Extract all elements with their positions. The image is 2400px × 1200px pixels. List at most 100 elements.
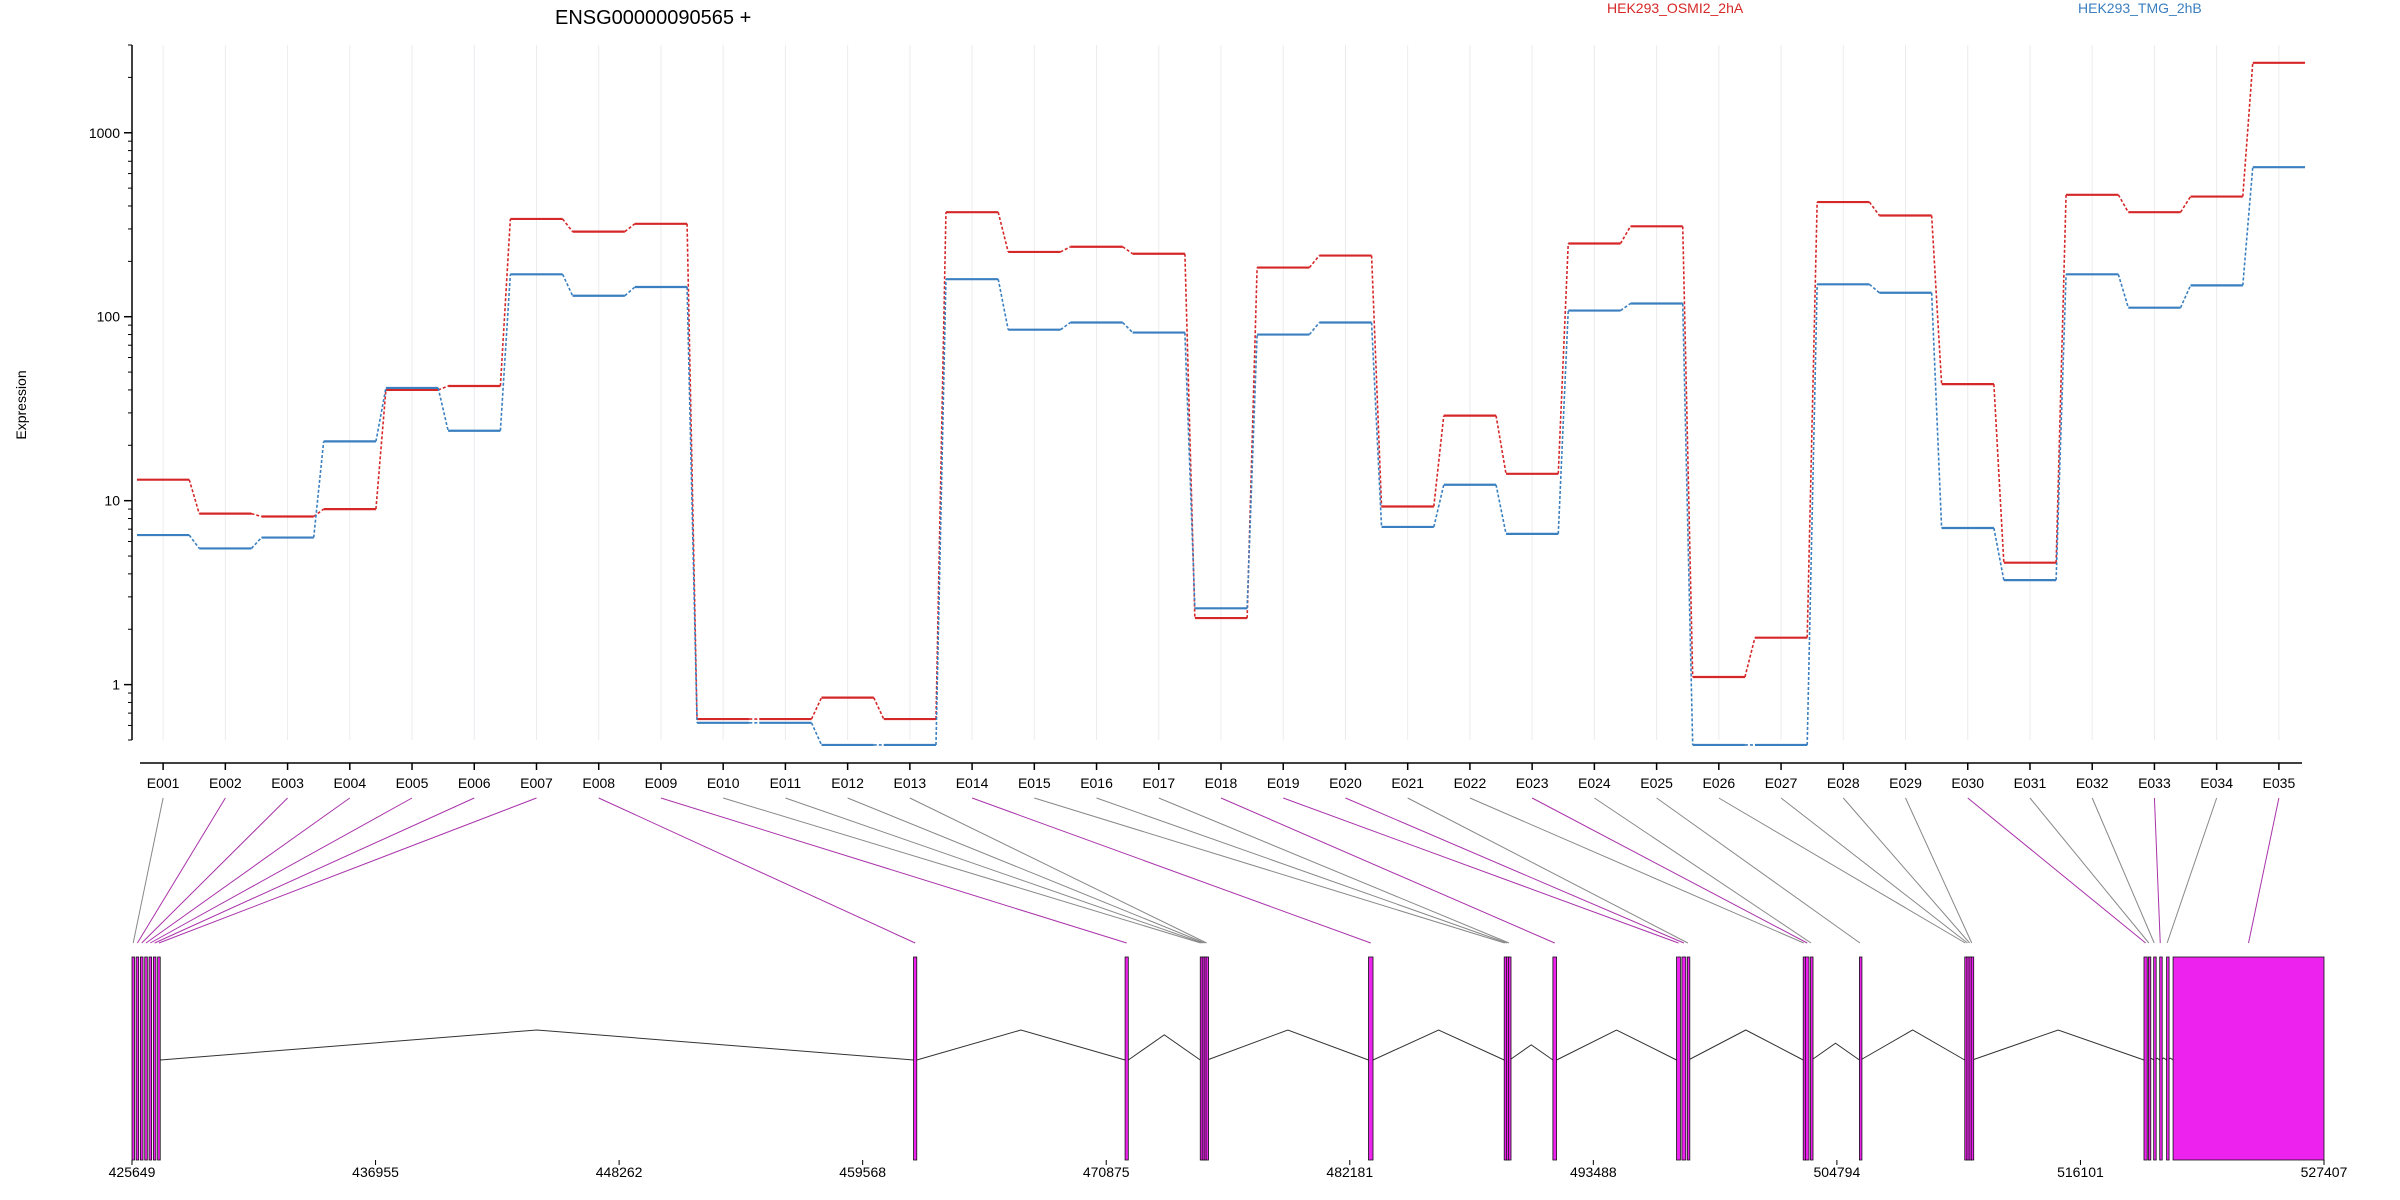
series-2-connector (1930, 292, 1943, 529)
intron-line (1509, 1044, 1554, 1061)
exon-box (1970, 956, 1975, 1161)
series-1-connector (1619, 225, 1632, 244)
series-2-connector (2117, 274, 2130, 308)
series-1-connector (1122, 246, 1134, 255)
exon-box (1368, 956, 1374, 1161)
x-tick-label: E010 (707, 775, 740, 791)
x-tick-label: E001 (147, 775, 180, 791)
exon-connector (1407, 797, 1689, 944)
series-2-connector (997, 279, 1009, 330)
intron-line (1556, 1029, 1677, 1061)
exon-connector (132, 797, 164, 944)
x-tick-label: E020 (1329, 775, 1362, 791)
exon-connector (971, 797, 1371, 944)
series-2-connector (250, 537, 263, 549)
intron-line (1206, 1029, 1369, 1061)
genomic-tick-label: 516101 (2057, 1164, 2104, 1180)
exon-connector (1718, 797, 1966, 944)
exon-connector (2029, 797, 2150, 944)
x-tick-label: E027 (1765, 775, 1798, 791)
intron-line (916, 1029, 1126, 1061)
x-tick-label: E004 (333, 775, 366, 791)
exon-connector (1842, 797, 1970, 944)
series-2-connector (1993, 527, 2005, 581)
intron-line (1372, 1029, 1505, 1061)
x-tick-label: E017 (1142, 775, 1175, 791)
x-tick-label: E016 (1080, 775, 1113, 791)
series-1-connector (1681, 226, 1694, 678)
series-1-connector (2117, 194, 2129, 213)
x-tick-label: E026 (1702, 775, 1735, 791)
exon-box (140, 956, 144, 1161)
genomic-tick-label: 527407 (2301, 1164, 2348, 1180)
intron-line (1860, 1029, 1966, 1061)
x-tick-label: E012 (831, 775, 864, 791)
series-2-connector (686, 287, 698, 723)
exon-box (2159, 956, 2163, 1161)
exon-connector (136, 797, 226, 944)
series-2-connector (1246, 334, 1258, 609)
exon-connector (1283, 797, 1679, 944)
exon-box (1681, 956, 1687, 1161)
series-1-connector (1495, 415, 1507, 474)
x-tick-label: E018 (1205, 775, 1238, 791)
series-1-connector (1060, 246, 1071, 253)
series-2 (136, 166, 2306, 747)
exon-box (2143, 956, 2148, 1161)
series-2-connector (2055, 274, 2067, 581)
genomic-coordinate-axis: 425649 436955 448262 459568 470875 482181 4934… (109, 1160, 2348, 1180)
intron-line (1128, 1034, 1201, 1061)
series-1-connector (810, 697, 823, 720)
series-2-connector (1681, 303, 1694, 745)
series-2-connector (1370, 322, 1383, 527)
intron-line (1811, 1042, 1860, 1061)
exon-connector (1034, 797, 1505, 944)
y-axis: 1 10 100 1000 (89, 44, 133, 741)
exon-box (2166, 956, 2170, 1161)
x-tick-label: E033 (2138, 775, 2171, 791)
series-2-connector (375, 387, 387, 442)
exon-box (148, 956, 153, 1161)
exon-box (135, 956, 140, 1161)
series-2-connector (312, 441, 325, 538)
x-tick-label: E025 (1640, 775, 1673, 791)
x-tick-label: E015 (1018, 775, 1051, 791)
x-tick-label: E028 (1827, 775, 1860, 791)
series-1-connector (1557, 243, 1570, 474)
series-1-connector (1930, 215, 1943, 385)
gene-model-track (131, 956, 2325, 1161)
exon-box (1508, 956, 1512, 1161)
series-1-connector (997, 212, 1009, 253)
exon-connector (1905, 797, 1973, 944)
exon-connector (2166, 797, 2218, 944)
exon-connector (154, 797, 475, 944)
exon-connector (660, 797, 1127, 944)
x-tick-label: E005 (396, 775, 429, 791)
intron-line (1688, 1029, 1804, 1061)
series-2-connector (1308, 322, 1320, 336)
exon-box (131, 956, 135, 1161)
intron-line (160, 1029, 914, 1061)
genomic-tick-label: 482181 (1326, 1164, 1373, 1180)
chart-title: ENSG00000090565 + (555, 7, 751, 29)
series-2-connector (1557, 310, 1570, 534)
series-1-connector (251, 512, 262, 518)
series-lines (136, 61, 2306, 747)
x-tick-label: E011 (770, 775, 802, 791)
series-1-connector (1246, 267, 1258, 619)
series-1-connector (1868, 201, 1881, 216)
series-2-connector (1433, 484, 1445, 528)
series-1-connector (935, 212, 947, 720)
exon-connector (1469, 797, 1804, 944)
x-tick-label: E031 (2014, 775, 2047, 791)
x-tick-label: E007 (520, 775, 553, 791)
x-tick-label: E006 (458, 775, 491, 791)
series-1-connector (1744, 637, 1756, 678)
genomic-tick-label: 504794 (1814, 1164, 1861, 1180)
exon-connector (847, 797, 1205, 944)
series-2-connector (499, 274, 512, 431)
intron-line (1972, 1029, 2145, 1061)
series-1 (136, 61, 2306, 721)
series-2-connector (810, 722, 823, 746)
